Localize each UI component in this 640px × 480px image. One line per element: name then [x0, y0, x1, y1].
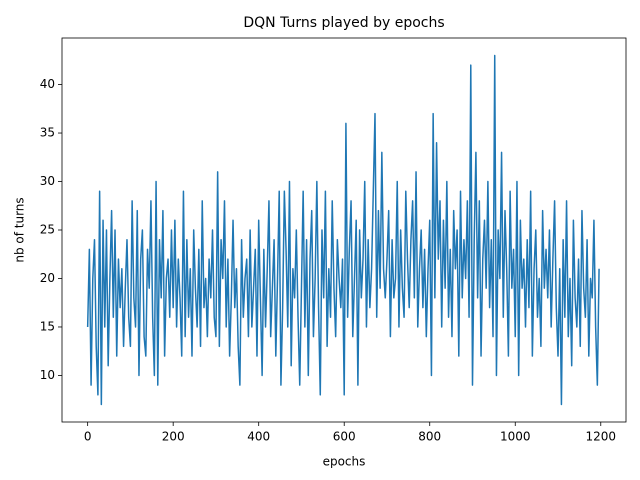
y-tick-label: 10: [40, 368, 55, 382]
plot-frame: [61, 37, 627, 423]
data-line: [86, 54, 600, 406]
chart-title: DQN Turns played by epochs: [243, 15, 444, 31]
x-tick-label: 0: [84, 430, 92, 444]
y-tick-label: 30: [40, 174, 55, 188]
y-axis-label: nb of turns: [13, 197, 27, 262]
x-tick-label: 400: [247, 430, 270, 444]
y-tick-label: 40: [40, 77, 55, 91]
x-tick-label: 200: [162, 430, 185, 444]
x-tick-label: 600: [333, 430, 356, 444]
y-tick-label: 20: [40, 271, 55, 285]
y-tick-label: 15: [40, 319, 55, 333]
x-tick-label: 1200: [585, 430, 616, 444]
x-tick-label: 800: [418, 430, 441, 444]
y-tick-label: 25: [40, 223, 55, 237]
x-tick-label: 1000: [500, 430, 531, 444]
y-tick-label: 35: [40, 126, 55, 140]
x-axis-label: epochs: [323, 455, 366, 469]
